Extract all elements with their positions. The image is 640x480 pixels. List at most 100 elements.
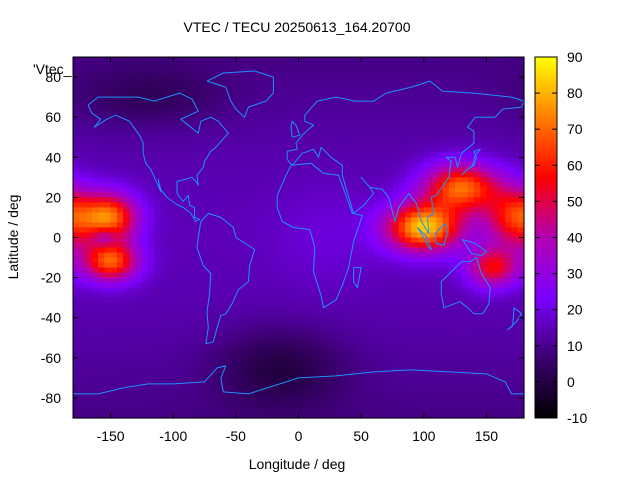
- heatmap-cell: [398, 67, 406, 73]
- heatmap-cell: [229, 257, 237, 264]
- heatmap-cell: [185, 302, 193, 309]
- heatmap-cell: [229, 262, 237, 269]
- heatmap-cell: [448, 147, 456, 153]
- heatmap-cell: [267, 337, 275, 344]
- heatmap-cell: [210, 97, 218, 103]
- heatmap-cell: [404, 232, 412, 239]
- heatmap-cell: [141, 347, 149, 354]
- heatmap-cell: [298, 92, 306, 98]
- heatmap-cell: [373, 267, 381, 274]
- heatmap-cell: [417, 237, 425, 244]
- heatmap-cell: [217, 202, 224, 209]
- heatmap-cell: [505, 127, 513, 133]
- heatmap-cell: [123, 192, 130, 198]
- heatmap-cell: [192, 322, 199, 329]
- heatmap-cell: [292, 92, 300, 98]
- heatmap-cell: [348, 147, 356, 153]
- heatmap-cell: [173, 277, 181, 284]
- heatmap-cell: [354, 232, 362, 239]
- heatmap-cell: [91, 172, 99, 178]
- heatmap-cell: [342, 352, 350, 359]
- heatmap-cell: [461, 377, 469, 384]
- heatmap-cell: [192, 112, 199, 118]
- heatmap-cell: [217, 282, 224, 289]
- heatmap-cell: [480, 112, 488, 118]
- heatmap-cell: [473, 92, 481, 98]
- heatmap-cell: [91, 137, 99, 143]
- heatmap-cell: [104, 122, 112, 128]
- heatmap-cell: [417, 132, 425, 138]
- heatmap-cell: [492, 332, 500, 339]
- heatmap-cell: [248, 352, 256, 359]
- heatmap-cell: [329, 177, 337, 183]
- heatmap-cell: [148, 117, 156, 123]
- heatmap-cell: [336, 337, 343, 344]
- heatmap-cell: [317, 92, 325, 98]
- heatmap-cell: [198, 397, 206, 404]
- heatmap-cell: [467, 187, 475, 193]
- heatmap-cell: [260, 307, 268, 314]
- heatmap-cell: [498, 152, 506, 158]
- heatmap-cell: [279, 202, 287, 209]
- heatmap-cell: [417, 92, 425, 98]
- heatmap-cell: [467, 167, 475, 173]
- heatmap-cell: [179, 152, 187, 158]
- heatmap-cell: [404, 362, 412, 369]
- heatmap-cell: [448, 82, 456, 88]
- heatmap-cell: [342, 332, 350, 339]
- heatmap-cell: [461, 172, 469, 178]
- heatmap-cell: [342, 367, 350, 374]
- heatmap-cell: [467, 132, 475, 138]
- heatmap-cell: [110, 147, 118, 153]
- heatmap-cell: [411, 107, 419, 113]
- heatmap-cell: [260, 197, 268, 203]
- heatmap-cell: [461, 307, 469, 314]
- heatmap-cell: [430, 342, 437, 349]
- heatmap-cell: [160, 352, 168, 359]
- heatmap-cell: [411, 77, 419, 83]
- heatmap-cell: [279, 212, 287, 219]
- heatmap-cell: [210, 122, 218, 128]
- heatmap-cell: [298, 312, 306, 319]
- heatmap-cell: [85, 157, 93, 163]
- heatmap-cell: [116, 97, 124, 103]
- heatmap-cell: [154, 122, 162, 128]
- heatmap-cell: [323, 172, 331, 178]
- heatmap-cell: [373, 172, 381, 178]
- heatmap-cell: [511, 87, 519, 93]
- heatmap-cell: [455, 287, 462, 294]
- heatmap-cell: [317, 247, 325, 254]
- heatmap-cell: [292, 67, 300, 73]
- heatmap-cell: [210, 347, 218, 354]
- heatmap-cell: [198, 82, 206, 88]
- heatmap-cell: [254, 262, 262, 269]
- heatmap-cell: [436, 172, 444, 178]
- heatmap-cell: [404, 157, 412, 163]
- heatmap-cell: [348, 377, 356, 384]
- heatmap-cell: [98, 392, 105, 399]
- heatmap-cell: [123, 272, 130, 279]
- heatmap-cell: [192, 382, 199, 389]
- heatmap-cell: [498, 147, 506, 153]
- heatmap-cell: [323, 297, 331, 304]
- heatmap-cell: [436, 252, 444, 259]
- heatmap-cell: [285, 97, 293, 103]
- heatmap-cell: [141, 232, 149, 239]
- heatmap-cell: [367, 57, 375, 63]
- heatmap-cell: [430, 187, 437, 193]
- heatmap-cell: [511, 112, 519, 118]
- heatmap-cell: [373, 292, 381, 299]
- heatmap-cell: [467, 357, 475, 364]
- heatmap-cell: [298, 282, 306, 289]
- heatmap-cell: [98, 227, 105, 234]
- heatmap-cell: [467, 162, 475, 168]
- heatmap-cell: [417, 277, 425, 284]
- heatmap-cell: [166, 372, 174, 379]
- heatmap-cell: [430, 82, 437, 88]
- heatmap-cell: [173, 332, 181, 339]
- heatmap-cell: [154, 242, 162, 249]
- heatmap-cell: [329, 357, 337, 364]
- heatmap-cell: [423, 172, 431, 178]
- heatmap-cell: [398, 167, 406, 173]
- heatmap-cell: [166, 387, 174, 394]
